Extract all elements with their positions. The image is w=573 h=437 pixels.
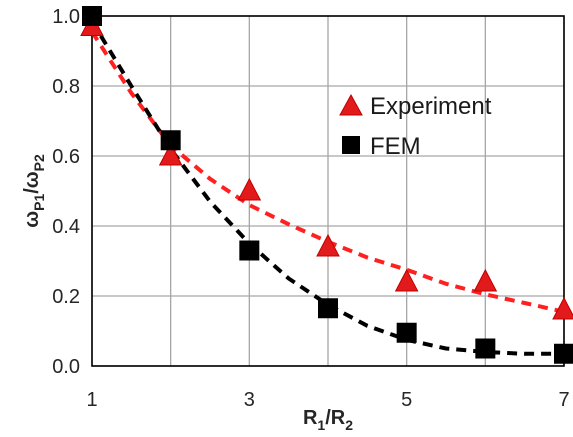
x-tick-label: 1 [86, 389, 97, 411]
y-tick-label: 0.4 [52, 216, 80, 238]
legend-marker-fem [342, 136, 360, 154]
legend-marker-experiment [339, 93, 363, 116]
data-point-experiment [158, 142, 183, 166]
x-tick-label: 5 [401, 389, 412, 411]
y-tick-label: 0.6 [52, 146, 80, 168]
data-point-experiment [552, 296, 573, 320]
data-markers [80, 6, 573, 364]
legend: Experiment FEM [339, 93, 492, 160]
y-tick-label: 0.8 [52, 76, 80, 98]
y-tick-label: 0.2 [52, 286, 80, 308]
y-axis-title: ωP1/ωP2 [21, 154, 47, 228]
data-point-fem [82, 6, 102, 26]
x-tick-label: 3 [244, 389, 255, 411]
plot-frame [91, 15, 565, 367]
y-tick-label: 1.0 [52, 6, 80, 28]
legend-label-experiment: Experiment [370, 93, 492, 120]
data-point-experiment [394, 268, 419, 292]
data-point-experiment [316, 233, 340, 257]
data-point-fem [475, 338, 496, 359]
data-point-fem [239, 240, 260, 261]
x-tick-label: 7 [558, 389, 569, 411]
data-point-fem [554, 343, 573, 364]
data-point-experiment [473, 268, 498, 292]
data-point-experiment [237, 177, 262, 201]
data-point-fem [318, 298, 338, 319]
tick-labels: 0.0 0.2 0.4 0.6 0.8 1.0 1 3 5 7 [52, 6, 569, 411]
legend-label-fem: FEM [370, 133, 421, 160]
data-point-fem [160, 130, 181, 151]
x-axis-title: R1/R2 [303, 407, 353, 433]
y-tick-label: 0.0 [52, 356, 80, 378]
data-point-fem [396, 322, 417, 343]
